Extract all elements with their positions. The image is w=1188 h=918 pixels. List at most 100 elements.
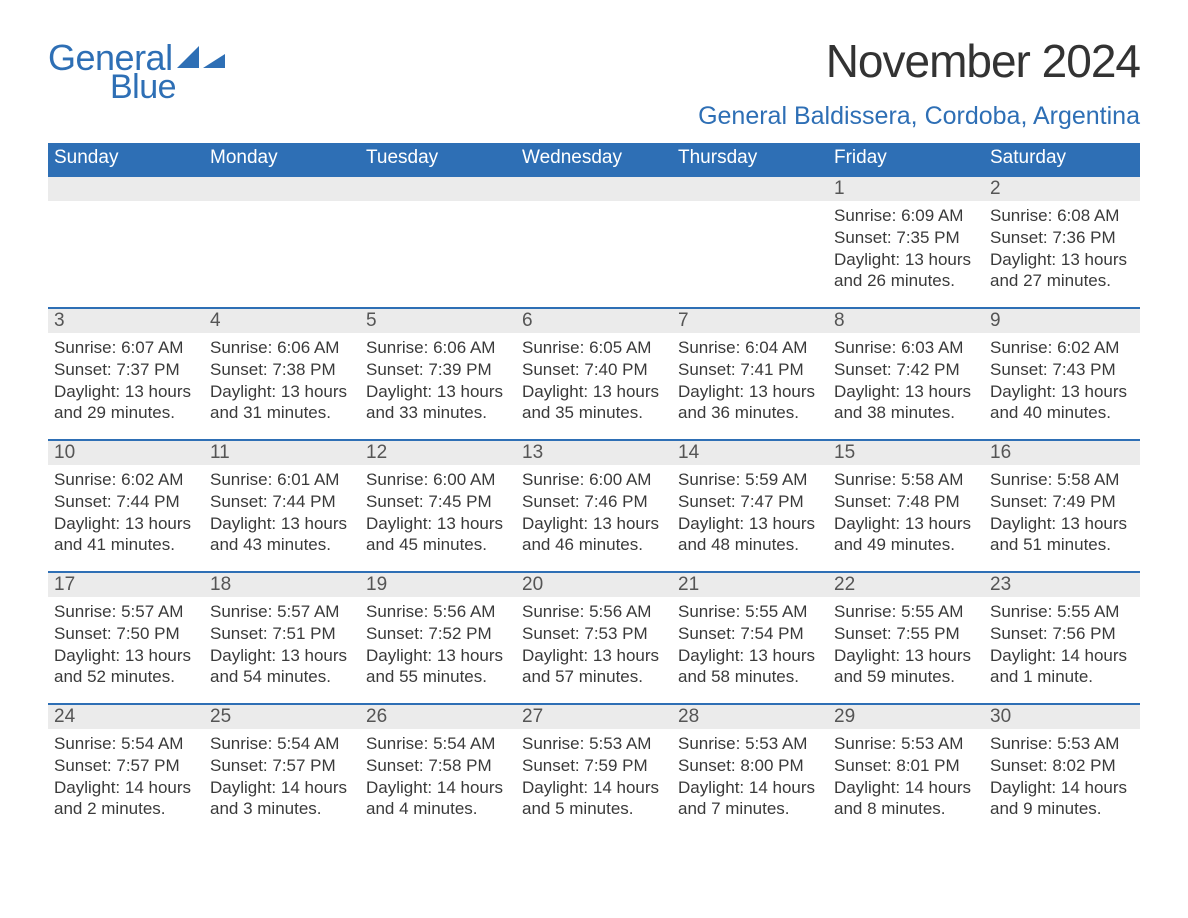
daylight-text: Daylight: 14 hours and 4 minutes.	[366, 777, 510, 821]
day-details: Sunrise: 5:54 AMSunset: 7:57 PMDaylight:…	[204, 729, 360, 822]
calendar-day-cell: 1Sunrise: 6:09 AMSunset: 7:35 PMDaylight…	[828, 175, 984, 307]
sunrise-text: Sunrise: 5:53 AM	[990, 733, 1134, 755]
sunset-text: Sunset: 8:02 PM	[990, 755, 1134, 777]
calendar-day-cell: 6Sunrise: 6:05 AMSunset: 7:40 PMDaylight…	[516, 307, 672, 439]
calendar-day-cell: 2Sunrise: 6:08 AMSunset: 7:36 PMDaylight…	[984, 175, 1140, 307]
sunset-text: Sunset: 7:45 PM	[366, 491, 510, 513]
daylight-text: Daylight: 13 hours and 51 minutes.	[990, 513, 1134, 557]
sunset-text: Sunset: 7:59 PM	[522, 755, 666, 777]
day-number: 15	[828, 439, 984, 465]
sunset-text: Sunset: 7:53 PM	[522, 623, 666, 645]
calendar-day-cell	[516, 175, 672, 307]
calendar-day-cell: 15Sunrise: 5:58 AMSunset: 7:48 PMDayligh…	[828, 439, 984, 571]
weekday-header: Sunday	[48, 143, 204, 175]
calendar-day-cell: 28Sunrise: 5:53 AMSunset: 8:00 PMDayligh…	[672, 703, 828, 835]
day-number: 23	[984, 571, 1140, 597]
calendar-day-cell	[360, 175, 516, 307]
sunset-text: Sunset: 7:55 PM	[834, 623, 978, 645]
sunset-text: Sunset: 7:49 PM	[990, 491, 1134, 513]
calendar-day-cell: 26Sunrise: 5:54 AMSunset: 7:58 PMDayligh…	[360, 703, 516, 835]
day-number: 3	[48, 307, 204, 333]
sunrise-text: Sunrise: 5:55 AM	[678, 601, 822, 623]
day-number: 5	[360, 307, 516, 333]
sunrise-text: Sunrise: 5:58 AM	[834, 469, 978, 491]
calendar-day-cell: 12Sunrise: 6:00 AMSunset: 7:45 PMDayligh…	[360, 439, 516, 571]
sunset-text: Sunset: 7:38 PM	[210, 359, 354, 381]
calendar-day-cell: 22Sunrise: 5:55 AMSunset: 7:55 PMDayligh…	[828, 571, 984, 703]
sunset-text: Sunset: 7:44 PM	[54, 491, 198, 513]
day-details: Sunrise: 5:53 AMSunset: 8:00 PMDaylight:…	[672, 729, 828, 822]
calendar-day-cell: 23Sunrise: 5:55 AMSunset: 7:56 PMDayligh…	[984, 571, 1140, 703]
calendar-week-row: 10Sunrise: 6:02 AMSunset: 7:44 PMDayligh…	[48, 439, 1140, 571]
daylight-text: Daylight: 14 hours and 7 minutes.	[678, 777, 822, 821]
sunset-text: Sunset: 7:35 PM	[834, 227, 978, 249]
calendar-day-cell: 10Sunrise: 6:02 AMSunset: 7:44 PMDayligh…	[48, 439, 204, 571]
day-details: Sunrise: 6:02 AMSunset: 7:43 PMDaylight:…	[984, 333, 1140, 426]
calendar-day-cell: 14Sunrise: 5:59 AMSunset: 7:47 PMDayligh…	[672, 439, 828, 571]
sunset-text: Sunset: 7:40 PM	[522, 359, 666, 381]
sunrise-text: Sunrise: 6:00 AM	[366, 469, 510, 491]
day-number: 24	[48, 703, 204, 729]
day-number: 7	[672, 307, 828, 333]
sunrise-text: Sunrise: 6:01 AM	[210, 469, 354, 491]
day-number: 19	[360, 571, 516, 597]
weekday-header: Tuesday	[360, 143, 516, 175]
day-details: Sunrise: 6:08 AMSunset: 7:36 PMDaylight:…	[984, 201, 1140, 294]
sunrise-text: Sunrise: 5:56 AM	[522, 601, 666, 623]
day-number: 22	[828, 571, 984, 597]
weekday-header: Thursday	[672, 143, 828, 175]
day-number: 4	[204, 307, 360, 333]
calendar-week-row: 17Sunrise: 5:57 AMSunset: 7:50 PMDayligh…	[48, 571, 1140, 703]
daylight-text: Daylight: 13 hours and 43 minutes.	[210, 513, 354, 557]
sunset-text: Sunset: 7:43 PM	[990, 359, 1134, 381]
daylight-text: Daylight: 13 hours and 33 minutes.	[366, 381, 510, 425]
daylight-text: Daylight: 13 hours and 36 minutes.	[678, 381, 822, 425]
brand-sail-icon	[177, 46, 225, 70]
calendar-day-cell: 24Sunrise: 5:54 AMSunset: 7:57 PMDayligh…	[48, 703, 204, 835]
sunrise-text: Sunrise: 5:54 AM	[210, 733, 354, 755]
daylight-text: Daylight: 14 hours and 3 minutes.	[210, 777, 354, 821]
calendar-day-cell: 13Sunrise: 6:00 AMSunset: 7:46 PMDayligh…	[516, 439, 672, 571]
sunset-text: Sunset: 8:01 PM	[834, 755, 978, 777]
sunrise-text: Sunrise: 5:56 AM	[366, 601, 510, 623]
daylight-text: Daylight: 13 hours and 45 minutes.	[366, 513, 510, 557]
day-details: Sunrise: 5:57 AMSunset: 7:51 PMDaylight:…	[204, 597, 360, 690]
sunrise-text: Sunrise: 6:05 AM	[522, 337, 666, 359]
day-number: 1	[828, 175, 984, 201]
sunset-text: Sunset: 7:37 PM	[54, 359, 198, 381]
daylight-text: Daylight: 13 hours and 48 minutes.	[678, 513, 822, 557]
calendar-day-cell: 20Sunrise: 5:56 AMSunset: 7:53 PMDayligh…	[516, 571, 672, 703]
day-number	[48, 175, 204, 201]
day-number: 25	[204, 703, 360, 729]
day-number: 2	[984, 175, 1140, 201]
sunset-text: Sunset: 7:57 PM	[54, 755, 198, 777]
day-details: Sunrise: 5:58 AMSunset: 7:49 PMDaylight:…	[984, 465, 1140, 558]
day-number: 21	[672, 571, 828, 597]
day-details: Sunrise: 5:58 AMSunset: 7:48 PMDaylight:…	[828, 465, 984, 558]
daylight-text: Daylight: 13 hours and 52 minutes.	[54, 645, 198, 689]
day-details: Sunrise: 6:02 AMSunset: 7:44 PMDaylight:…	[48, 465, 204, 558]
sunrise-text: Sunrise: 5:57 AM	[54, 601, 198, 623]
calendar-day-cell	[672, 175, 828, 307]
calendar-day-cell: 18Sunrise: 5:57 AMSunset: 7:51 PMDayligh…	[204, 571, 360, 703]
day-number	[360, 175, 516, 201]
sunset-text: Sunset: 7:41 PM	[678, 359, 822, 381]
calendar-day-cell	[204, 175, 360, 307]
daylight-text: Daylight: 13 hours and 38 minutes.	[834, 381, 978, 425]
calendar-day-cell: 30Sunrise: 5:53 AMSunset: 8:02 PMDayligh…	[984, 703, 1140, 835]
daylight-text: Daylight: 14 hours and 2 minutes.	[54, 777, 198, 821]
day-details: Sunrise: 6:06 AMSunset: 7:38 PMDaylight:…	[204, 333, 360, 426]
brand-logo: General Blue	[48, 34, 225, 104]
day-details: Sunrise: 5:57 AMSunset: 7:50 PMDaylight:…	[48, 597, 204, 690]
day-number: 29	[828, 703, 984, 729]
sunset-text: Sunset: 7:50 PM	[54, 623, 198, 645]
day-number: 20	[516, 571, 672, 597]
calendar-day-cell: 3Sunrise: 6:07 AMSunset: 7:37 PMDaylight…	[48, 307, 204, 439]
calendar-week-row: 3Sunrise: 6:07 AMSunset: 7:37 PMDaylight…	[48, 307, 1140, 439]
calendar-table: Sunday Monday Tuesday Wednesday Thursday…	[48, 143, 1140, 835]
daylight-text: Daylight: 13 hours and 59 minutes.	[834, 645, 978, 689]
sunrise-text: Sunrise: 6:08 AM	[990, 205, 1134, 227]
day-details: Sunrise: 6:01 AMSunset: 7:44 PMDaylight:…	[204, 465, 360, 558]
day-number	[516, 175, 672, 201]
sunrise-text: Sunrise: 5:53 AM	[522, 733, 666, 755]
